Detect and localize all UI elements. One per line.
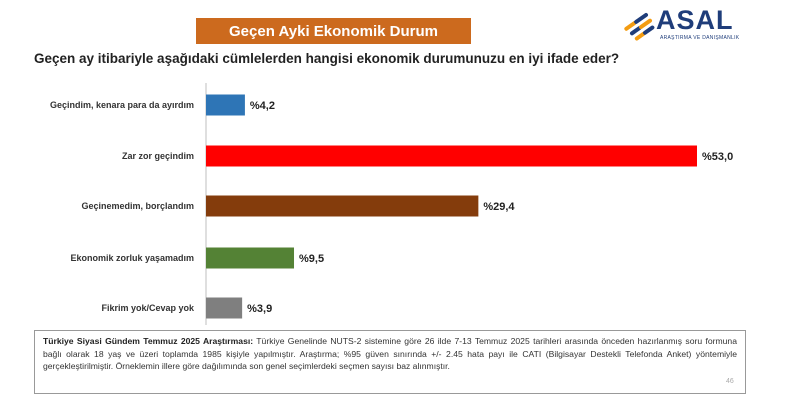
data-label: %53,0 <box>702 151 733 163</box>
bar <box>206 94 245 116</box>
bar <box>206 145 697 167</box>
bar <box>206 297 243 319</box>
footnote-text: Türkiye Genelinde NUTS-2 sistemine göre … <box>43 336 737 372</box>
methodology-note: Türkiye Siyasi Gündem Temmuz 2025 Araştı… <box>34 330 746 394</box>
data-label: %9,5 <box>299 253 324 265</box>
title-banner: Geçen Ayki Ekonomik Durum <box>196 18 471 44</box>
banner-title: Geçen Ayki Ekonomik Durum <box>229 22 438 40</box>
data-label: %4,2 <box>250 100 275 112</box>
footnote-title: Türkiye Siyasi Gündem Temmuz 2025 Araştı… <box>43 336 254 346</box>
logo-tagline: ARAŞTIRMA VE DANIŞMANLIK <box>660 35 740 41</box>
question-text: Geçen ay itibariyle aşağıdaki cümlelerde… <box>34 51 620 66</box>
page-number: 46 <box>726 378 734 385</box>
category-label: Zar zor geçindim <box>122 151 194 161</box>
category-label: Geçinemedim, borçlandım <box>81 201 194 211</box>
bar <box>206 247 295 269</box>
category-label: Geçindim, kenara para da ayırdım <box>50 100 194 110</box>
logo-mark-icon <box>624 12 655 41</box>
company-logo: ASAL ARAŞTIRMA VE DANIŞMANLIK <box>624 5 774 46</box>
category-label: Ekonomik zorluk yaşamadım <box>70 253 194 263</box>
category-label: Fikrim yok/Cevap yok <box>101 303 195 313</box>
logo-text: ASAL <box>656 5 734 35</box>
bar <box>206 195 479 217</box>
data-label: %29,4 <box>483 201 515 213</box>
data-label: %3,9 <box>247 303 272 315</box>
bar-chart: Geçindim, kenara para da ayırdım %4,2 Zar … <box>50 83 733 325</box>
